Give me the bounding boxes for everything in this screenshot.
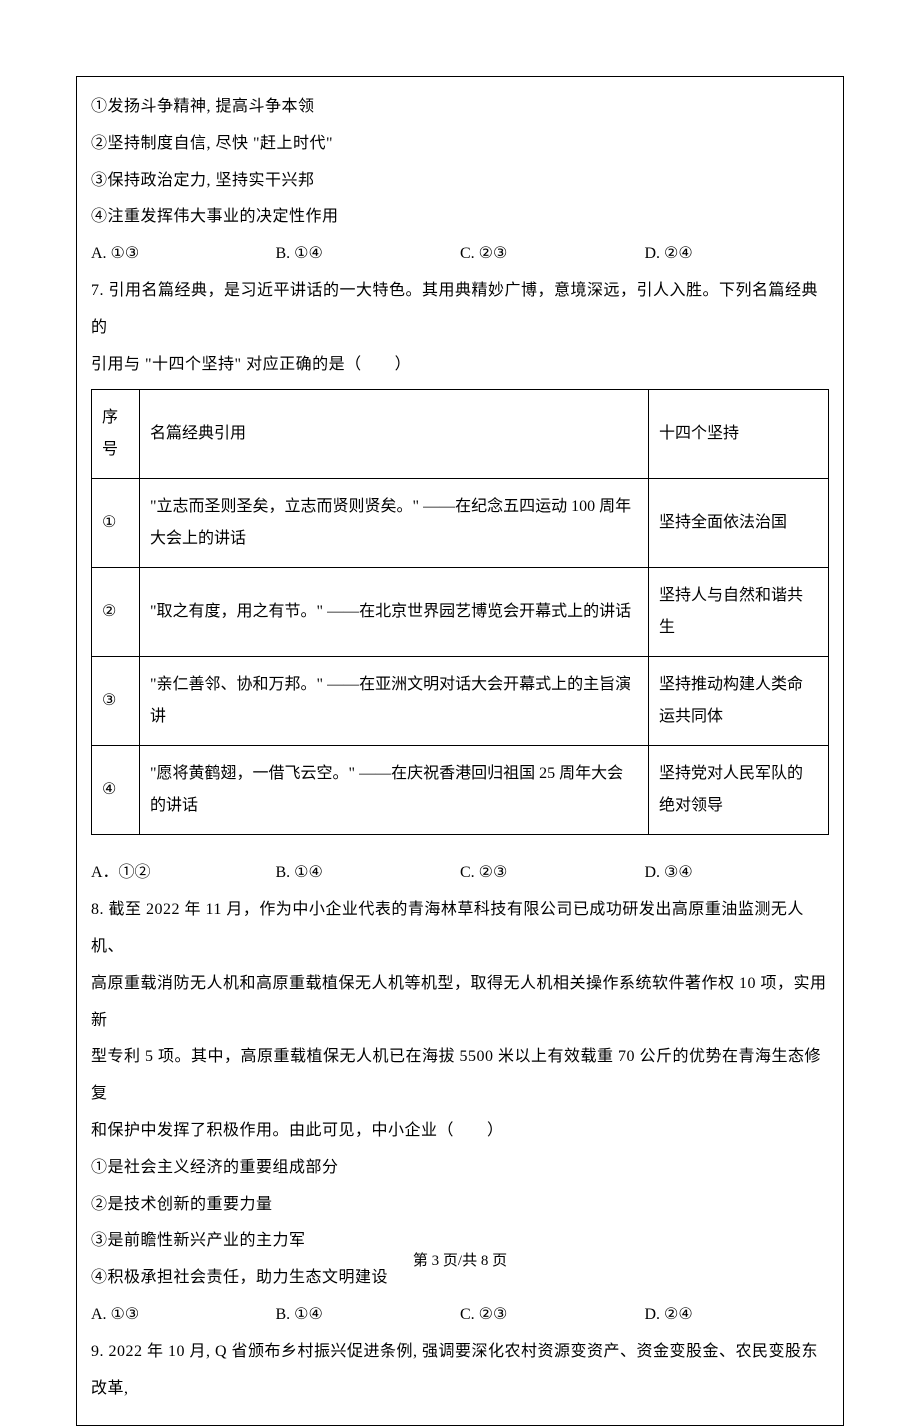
q8-line-4: 和保护中发挥了积极作用。由此可见，中小企业（ ） bbox=[91, 1113, 829, 1150]
q6-stmt-1: ①发扬斗争精神, 提高斗争本领 bbox=[91, 89, 829, 126]
q7-stem-line2: 引用与 "十四个坚持" 对应正确的是（ ） bbox=[91, 347, 829, 384]
q8-line-1: 8. 截至 2022 年 11 月，作为中小企业代表的青海林草科技有限公司已成功… bbox=[91, 892, 829, 966]
q6-option-c[interactable]: C. ②③ bbox=[460, 236, 645, 273]
table-header-row: 序号 名篇经典引用 十四个坚持 bbox=[92, 390, 829, 479]
q6-option-a[interactable]: A. ①③ bbox=[91, 236, 276, 273]
q8-option-c[interactable]: C. ②③ bbox=[460, 1297, 645, 1334]
q6-stmt-2: ②坚持制度自信, 尽快 "赶上时代" bbox=[91, 126, 829, 163]
q7-option-a[interactable]: A．①② bbox=[91, 855, 276, 892]
q6-option-b[interactable]: B. ①④ bbox=[276, 236, 461, 273]
q8-option-b[interactable]: B. ①④ bbox=[276, 1297, 461, 1334]
page-frame: ①发扬斗争精神, 提高斗争本领 ②坚持制度自信, 尽快 "赶上时代" ③保持政治… bbox=[76, 76, 844, 1426]
q9-line-1: 9. 2022 年 10 月, Q 省颁布乡村振兴促进条例, 强调要深化农村资源… bbox=[91, 1334, 829, 1408]
q8-line-2: 高原重载消防无人机和高原重载植保无人机等机型，取得无人机相关操作系统软件著作权 … bbox=[91, 966, 829, 1040]
table-row: ② "取之有度，用之有节。" ——在北京世界园艺博览会开幕式上的讲话 坚持人与自… bbox=[92, 568, 829, 657]
cell-seq: ③ bbox=[92, 657, 140, 746]
q8-line-3: 型专利 5 项。其中，高原重载植保无人机已在海拔 5500 米以上有效载重 70… bbox=[91, 1039, 829, 1113]
table-row: ③ "亲仁善邻、协和万邦。" ——在亚洲文明对话大会开幕式上的主旨演讲 坚持推动… bbox=[92, 657, 829, 746]
q6-stmt-3: ③保持政治定力, 坚持实干兴邦 bbox=[91, 163, 829, 200]
cell-principle: 坚持人与自然和谐共生 bbox=[649, 568, 829, 657]
q7-stem-line1: 7. 引用名篇经典，是习近平讲话的一大特色。其用典精妙广博，意境深远，引人入胜。… bbox=[91, 273, 829, 347]
col-header-principle: 十四个坚持 bbox=[649, 390, 829, 479]
cell-principle: 坚持党对人民军队的绝对领导 bbox=[649, 746, 829, 835]
col-header-quote: 名篇经典引用 bbox=[140, 390, 649, 479]
q6-options: A. ①③ B. ①④ C. ②③ D. ②④ bbox=[91, 236, 829, 273]
cell-quote: "愿将黄鹤翅，一借飞云空。" ——在庆祝香港回归祖国 25 周年大会的讲话 bbox=[140, 746, 649, 835]
cell-quote: "取之有度，用之有节。" ——在北京世界园艺博览会开幕式上的讲话 bbox=[140, 568, 649, 657]
q8-stmt-1: ①是社会主义经济的重要组成部分 bbox=[91, 1150, 829, 1187]
cell-seq: ② bbox=[92, 568, 140, 657]
col-header-seq: 序号 bbox=[92, 390, 140, 479]
cell-quote: "立志而圣则圣矣，立志而贤则贤矣。" ——在纪念五四运动 100 周年大会上的讲… bbox=[140, 479, 649, 568]
q7-option-d[interactable]: D. ③④ bbox=[645, 855, 830, 892]
cell-principle: 坚持全面依法治国 bbox=[649, 479, 829, 568]
q7-option-b[interactable]: B. ①④ bbox=[276, 855, 461, 892]
q7-options: A．①② B. ①④ C. ②③ D. ③④ bbox=[91, 855, 829, 892]
q8-options: A. ①③ B. ①④ C. ②③ D. ②④ bbox=[91, 1297, 829, 1334]
cell-seq: ④ bbox=[92, 746, 140, 835]
q8-stmt-2: ②是技术创新的重要力量 bbox=[91, 1187, 829, 1224]
q7-table: 序号 名篇经典引用 十四个坚持 ① "立志而圣则圣矣，立志而贤则贤矣。" ——在… bbox=[91, 389, 829, 835]
page-footer: 第 3 页/共 8 页 bbox=[0, 1249, 920, 1270]
cell-seq: ① bbox=[92, 479, 140, 568]
spacer bbox=[91, 845, 829, 855]
table-row: ① "立志而圣则圣矣，立志而贤则贤矣。" ——在纪念五四运动 100 周年大会上… bbox=[92, 479, 829, 568]
cell-principle: 坚持推动构建人类命运共同体 bbox=[649, 657, 829, 746]
q6-option-d[interactable]: D. ②④ bbox=[645, 236, 830, 273]
q7-option-c[interactable]: C. ②③ bbox=[460, 855, 645, 892]
table-row: ④ "愿将黄鹤翅，一借飞云空。" ——在庆祝香港回归祖国 25 周年大会的讲话 … bbox=[92, 746, 829, 835]
q8-option-d[interactable]: D. ②④ bbox=[645, 1297, 830, 1334]
q8-option-a[interactable]: A. ①③ bbox=[91, 1297, 276, 1334]
cell-quote: "亲仁善邻、协和万邦。" ——在亚洲文明对话大会开幕式上的主旨演讲 bbox=[140, 657, 649, 746]
q6-stmt-4: ④注重发挥伟大事业的决定性作用 bbox=[91, 199, 829, 236]
